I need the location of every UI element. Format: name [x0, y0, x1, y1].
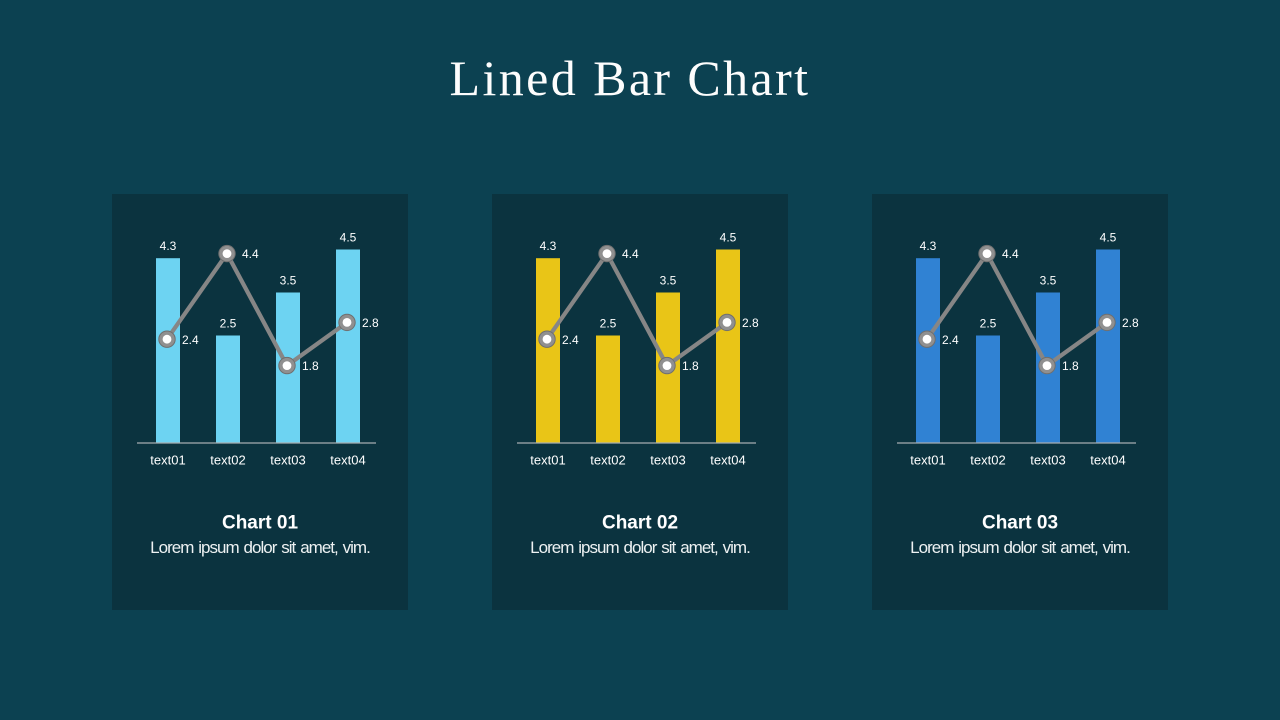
- svg-text:4.5: 4.5: [340, 231, 357, 245]
- svg-text:text04: text04: [1090, 453, 1125, 468]
- svg-text:1.8: 1.8: [1062, 359, 1079, 373]
- svg-text:4.3: 4.3: [920, 239, 937, 253]
- svg-text:text01: text01: [910, 453, 945, 468]
- svg-text:3.5: 3.5: [1040, 274, 1057, 288]
- svg-text:4.4: 4.4: [242, 247, 259, 261]
- svg-text:4.4: 4.4: [622, 247, 639, 261]
- svg-text:text03: text03: [1030, 453, 1065, 468]
- svg-text:4.5: 4.5: [720, 231, 737, 245]
- svg-text:text03: text03: [270, 453, 305, 468]
- svg-text:1.8: 1.8: [682, 359, 699, 373]
- svg-text:Lorem ipsum dolor sit amet, vi: Lorem ipsum dolor sit amet, vim.: [910, 538, 1130, 557]
- svg-text:3.5: 3.5: [280, 274, 297, 288]
- svg-text:text02: text02: [210, 453, 245, 468]
- svg-text:Chart 01: Chart 01: [222, 513, 298, 534]
- svg-text:2.4: 2.4: [942, 333, 959, 347]
- svg-text:4.5: 4.5: [1100, 231, 1117, 245]
- svg-text:text01: text01: [150, 453, 185, 468]
- svg-text:1.8: 1.8: [302, 359, 319, 373]
- svg-text:text02: text02: [590, 453, 625, 468]
- svg-text:Lorem ipsum dolor sit amet, vi: Lorem ipsum dolor sit amet, vim.: [530, 538, 750, 557]
- svg-text:Chart 02: Chart 02: [602, 513, 678, 534]
- svg-text:Chart 03: Chart 03: [982, 513, 1058, 534]
- svg-text:4.3: 4.3: [160, 239, 177, 253]
- svg-text:2.8: 2.8: [742, 316, 759, 330]
- svg-text:3.5: 3.5: [660, 274, 677, 288]
- svg-text:Lorem ipsum dolor sit amet, vi: Lorem ipsum dolor sit amet, vim.: [150, 538, 370, 557]
- svg-text:2.5: 2.5: [980, 317, 997, 331]
- svg-text:2.4: 2.4: [182, 333, 199, 347]
- svg-text:text01: text01: [530, 453, 565, 468]
- svg-text:4.4: 4.4: [1002, 247, 1019, 261]
- svg-text:2.8: 2.8: [1122, 316, 1139, 330]
- svg-text:2.4: 2.4: [562, 333, 579, 347]
- svg-text:4.3: 4.3: [540, 239, 557, 253]
- svg-text:text03: text03: [650, 453, 685, 468]
- svg-text:text04: text04: [330, 453, 365, 468]
- svg-text:2.5: 2.5: [600, 317, 617, 331]
- svg-text:text04: text04: [710, 453, 745, 468]
- svg-text:text02: text02: [970, 453, 1005, 468]
- svg-text:2.5: 2.5: [220, 317, 237, 331]
- svg-text:2.8: 2.8: [362, 316, 379, 330]
